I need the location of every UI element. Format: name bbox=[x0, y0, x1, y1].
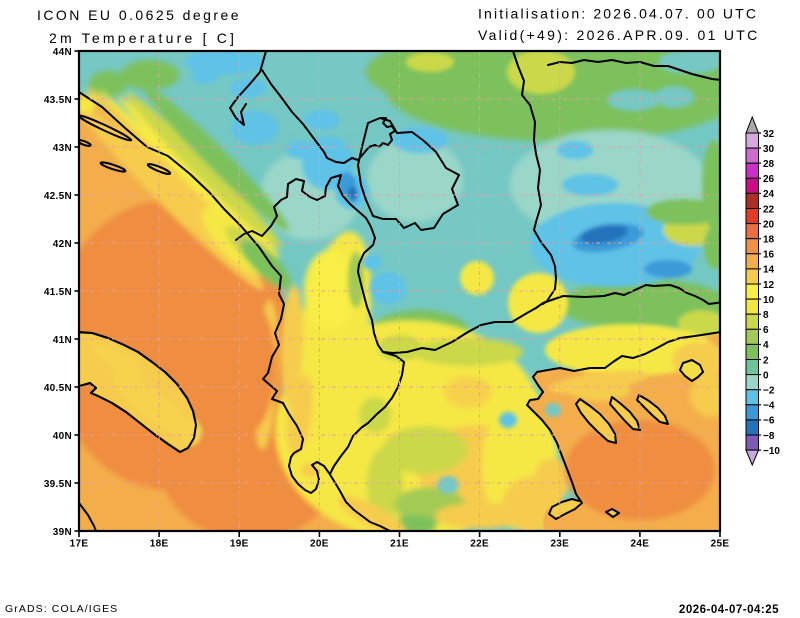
svg-text:40N: 40N bbox=[53, 431, 72, 442]
svg-text:32: 32 bbox=[763, 129, 775, 140]
svg-text:14: 14 bbox=[763, 265, 775, 276]
svg-text:16: 16 bbox=[763, 250, 775, 261]
svg-text:18E: 18E bbox=[150, 539, 169, 550]
svg-text:Valid(+49): 2026.APR.09. 01 UT: Valid(+49): 2026.APR.09. 01 UTC bbox=[478, 27, 760, 43]
svg-text:−10: −10 bbox=[763, 446, 780, 457]
svg-text:40.5N: 40.5N bbox=[44, 383, 72, 394]
svg-text:−6: −6 bbox=[763, 416, 775, 427]
svg-text:4: 4 bbox=[763, 340, 769, 351]
svg-text:0: 0 bbox=[763, 370, 769, 381]
svg-text:22E: 22E bbox=[470, 539, 489, 550]
svg-text:39.5N: 39.5N bbox=[44, 479, 72, 490]
svg-text:22: 22 bbox=[763, 204, 775, 215]
svg-text:30: 30 bbox=[763, 144, 775, 155]
svg-text:20: 20 bbox=[763, 219, 775, 230]
svg-text:23E: 23E bbox=[550, 539, 569, 550]
svg-text:−4: −4 bbox=[763, 401, 775, 412]
svg-text:43.5N: 43.5N bbox=[44, 95, 72, 106]
svg-text:12: 12 bbox=[763, 280, 775, 291]
svg-text:43N: 43N bbox=[53, 143, 72, 154]
svg-text:39N: 39N bbox=[53, 527, 72, 538]
svg-text:24E: 24E bbox=[631, 539, 650, 550]
svg-text:6: 6 bbox=[763, 325, 769, 336]
svg-text:20E: 20E bbox=[310, 539, 329, 550]
svg-text:28: 28 bbox=[763, 159, 775, 170]
svg-text:44N: 44N bbox=[53, 47, 72, 58]
svg-text:41.5N: 41.5N bbox=[44, 287, 72, 298]
svg-text:24: 24 bbox=[763, 189, 775, 200]
svg-text:41N: 41N bbox=[53, 335, 72, 346]
svg-text:17E: 17E bbox=[70, 539, 89, 550]
svg-text:ICON EU 0.0625 degree: ICON EU 0.0625 degree bbox=[37, 7, 241, 23]
svg-text:−2: −2 bbox=[763, 386, 775, 397]
svg-text:2m Temperature [ C]: 2m Temperature [ C] bbox=[49, 30, 237, 46]
svg-text:21E: 21E bbox=[390, 539, 409, 550]
svg-text:8: 8 bbox=[763, 310, 769, 321]
svg-text:−8: −8 bbox=[763, 431, 775, 442]
svg-text:42N: 42N bbox=[53, 239, 72, 250]
svg-text:26: 26 bbox=[763, 174, 775, 185]
svg-text:2026-04-07-04:25: 2026-04-07-04:25 bbox=[679, 604, 779, 616]
svg-text:2: 2 bbox=[763, 355, 769, 366]
svg-text:10: 10 bbox=[763, 295, 775, 306]
svg-text:Initialisation: 2026.04.07. 00: Initialisation: 2026.04.07. 00 UTC bbox=[478, 6, 758, 22]
svg-text:25E: 25E bbox=[711, 539, 730, 550]
svg-text:19E: 19E bbox=[230, 539, 249, 550]
svg-text:18: 18 bbox=[763, 235, 775, 246]
svg-text:42.5N: 42.5N bbox=[44, 191, 72, 202]
svg-text:GrADS: COLA/IGES: GrADS: COLA/IGES bbox=[5, 603, 118, 615]
